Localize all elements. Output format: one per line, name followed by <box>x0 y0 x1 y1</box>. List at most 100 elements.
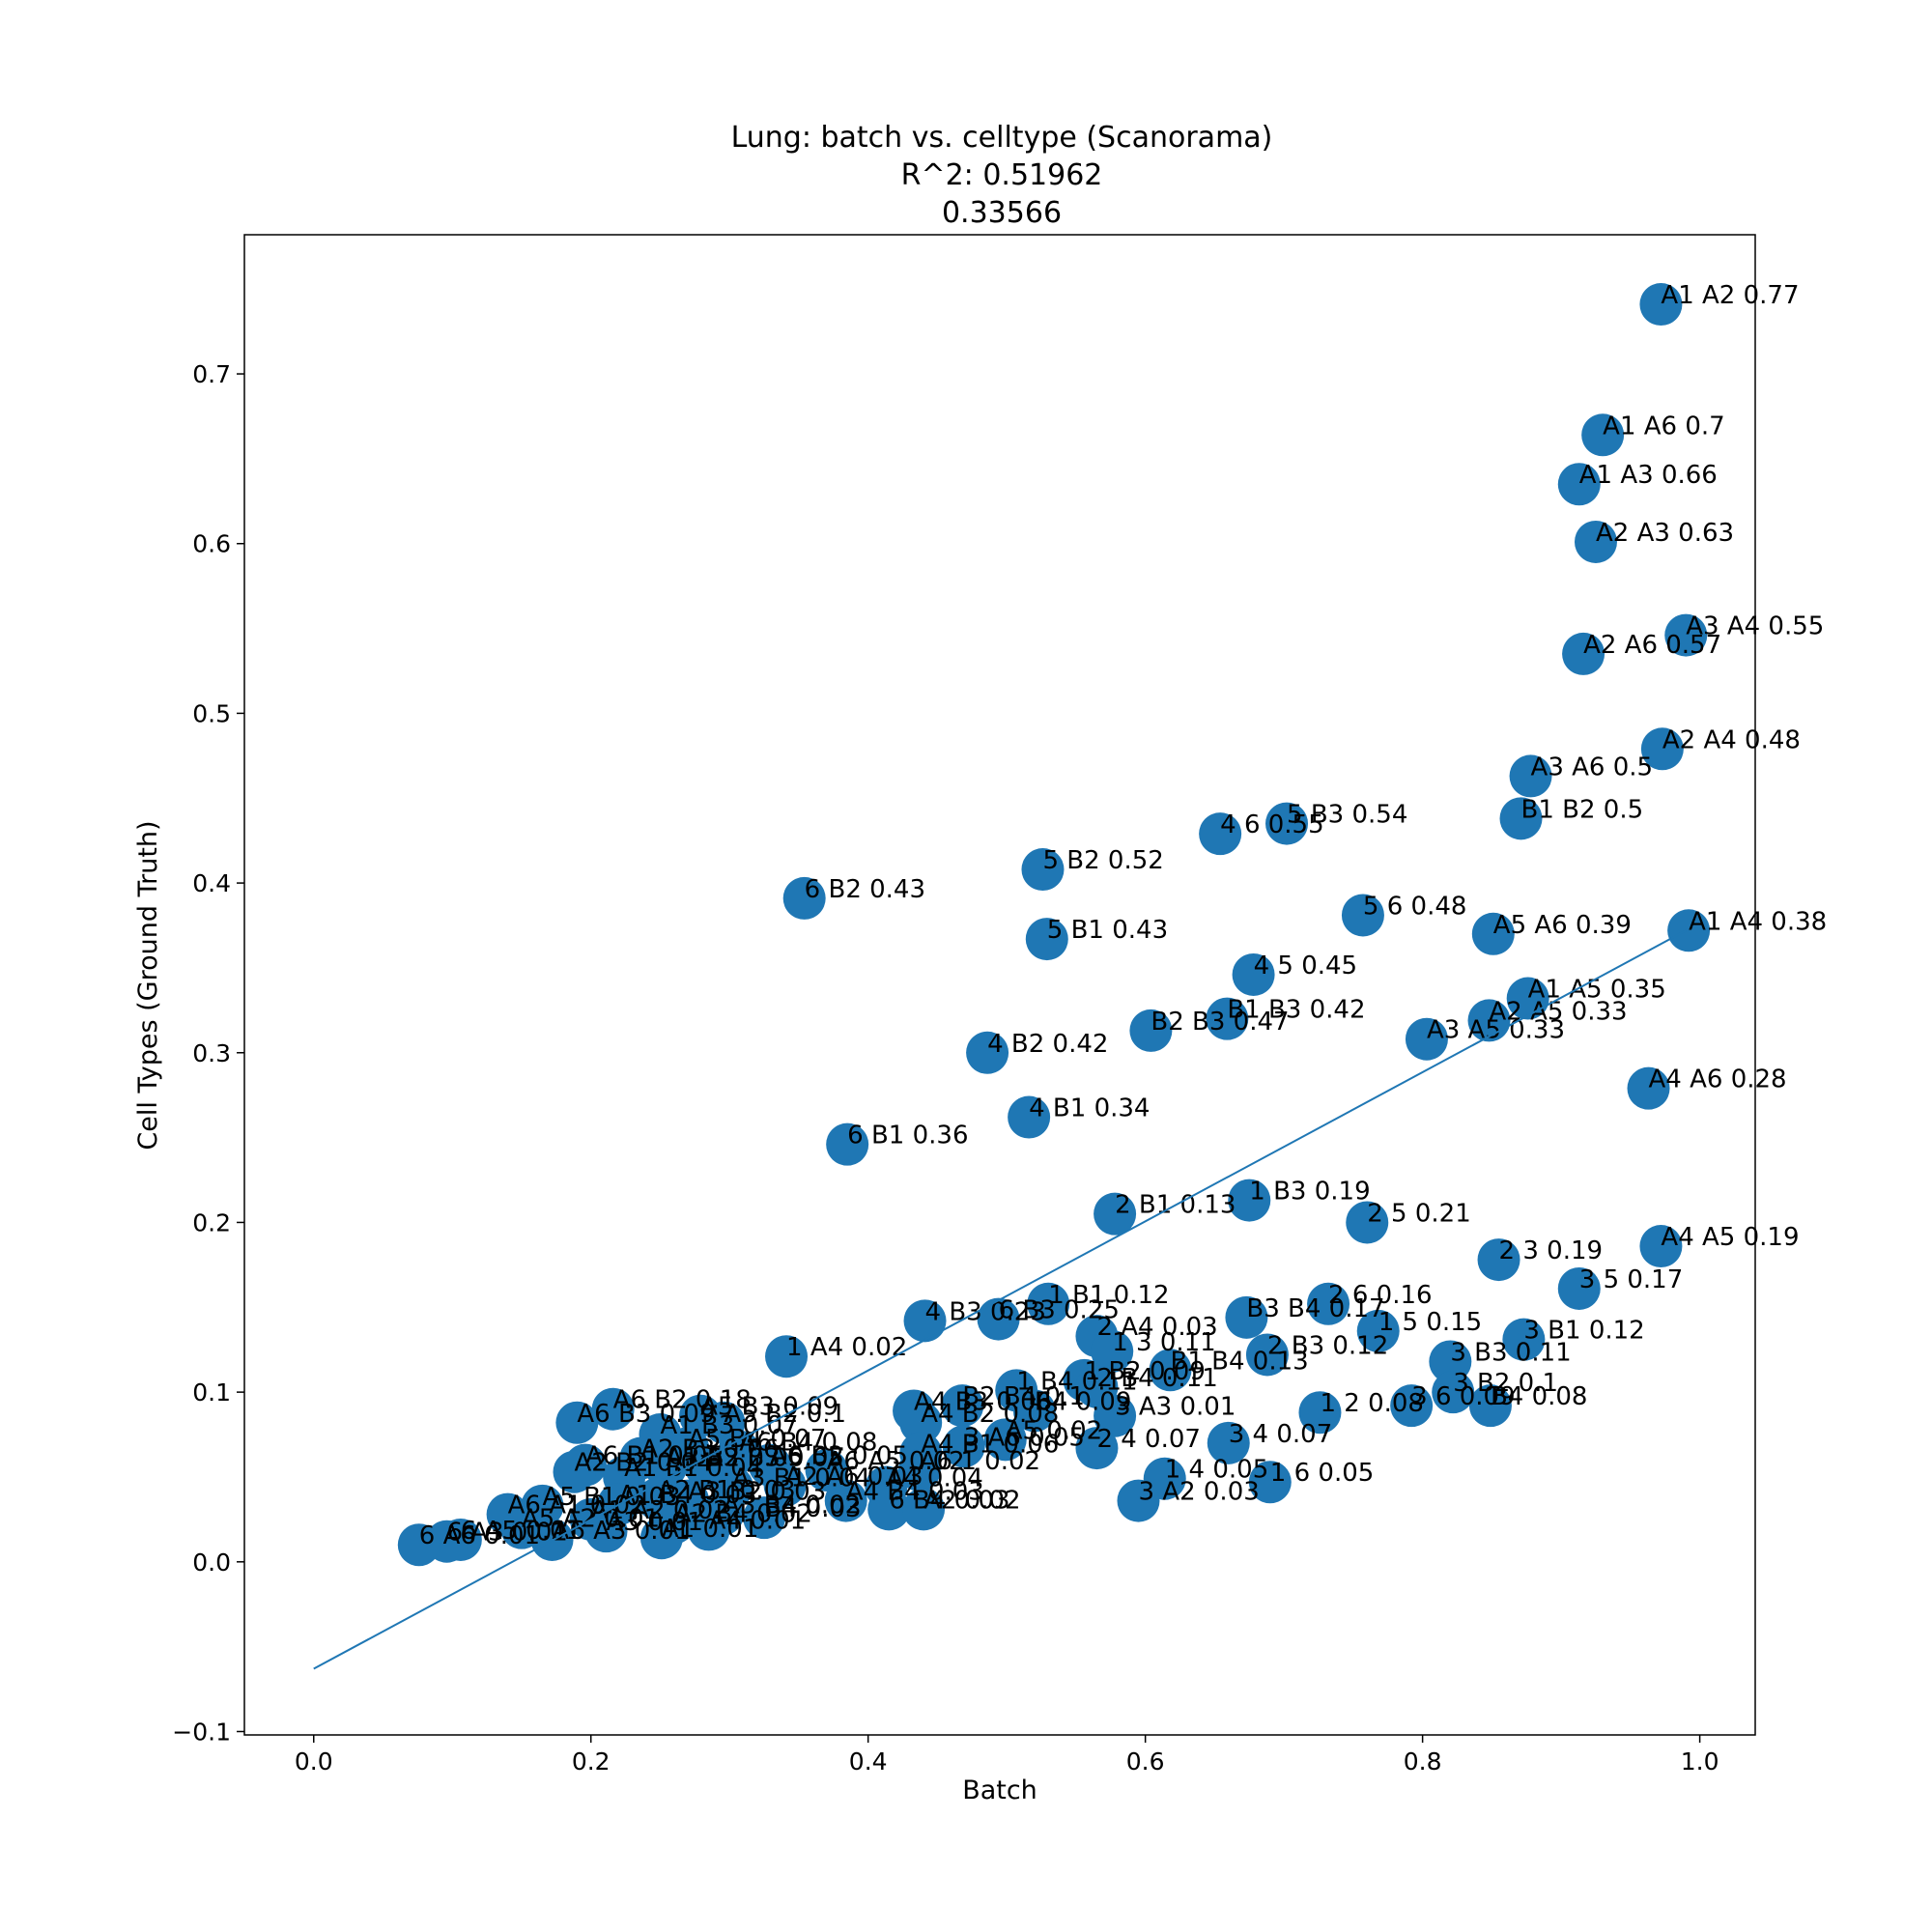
point-label: 1 4 0.05 <box>1165 1456 1269 1485</box>
scatter-point <box>899 1401 943 1444</box>
point-label: A3 A6 0.5 <box>1531 753 1654 781</box>
point-label: 5 B1 0.43 <box>1047 916 1168 945</box>
point-label: A2 B2 0.04 <box>574 1449 712 1478</box>
scatter-point <box>903 1299 947 1343</box>
point-label: 1 2 0.08 <box>1320 1389 1424 1418</box>
point-label: A1 A5 0.35 <box>1528 976 1666 1005</box>
point-label: 2 5 0.21 <box>1367 1199 1471 1228</box>
x-tick-label: 0.4 <box>849 1747 888 1776</box>
point-label: A3 B1 0.04 <box>732 1464 870 1493</box>
scatter-point <box>1228 1179 1271 1222</box>
scatter-point <box>1094 1394 1137 1437</box>
scatter-point <box>397 1523 440 1567</box>
point-label: A1 B1 0.04 <box>624 1454 762 1483</box>
point-label: 4 6 0.55 <box>1220 810 1324 839</box>
y-tick-label: 0.5 <box>192 699 231 727</box>
point-label: 6 B2 0.43 <box>805 875 925 904</box>
point-label: A1 B3 0.07 <box>660 1411 798 1440</box>
scatter-point <box>1468 1384 1512 1428</box>
x-tick-label: 1.0 <box>1681 1747 1719 1776</box>
point-label: A2 B4 0.02 <box>674 1499 812 1528</box>
point-label: A3 B3 0.05 <box>706 1443 844 1472</box>
scatter-point <box>1207 1421 1250 1464</box>
point-label: 2 4 0.07 <box>1096 1425 1201 1454</box>
point-label: 6 B3 0.25 <box>999 1296 1120 1325</box>
point-label: 1 B1 0.12 <box>1048 1281 1169 1310</box>
point-label: A2 A6 0.57 <box>1583 631 1721 660</box>
point-label: A1 A2 0.77 <box>1661 281 1799 310</box>
point-label: A3 A5 0.33 <box>1427 1016 1565 1045</box>
y-axis-label: Cell Types (Ground Truth) <box>133 820 163 1150</box>
point-label: A6 B3 0.09 <box>577 1400 715 1429</box>
scatter-point <box>639 1517 683 1560</box>
scatter-point <box>824 1479 867 1522</box>
point-label: 1 B3 0.19 <box>1249 1178 1370 1207</box>
scatter-point <box>1206 997 1249 1040</box>
scatter-point <box>1199 812 1242 856</box>
point-label: 1 B2 0.09 <box>1085 1357 1206 1386</box>
point-label: A6 1 0.02 <box>920 1447 1040 1476</box>
point-label: 2 B4 0.11 <box>1096 1364 1217 1393</box>
scatter-point <box>1307 1282 1350 1325</box>
point-label: 2 6 0.16 <box>1328 1281 1433 1310</box>
point-label: A6 B2 0.18 <box>613 1386 752 1415</box>
point-label: 3 A6 0.05 <box>964 1423 1085 1452</box>
scatter-point <box>983 1418 1027 1462</box>
scatter-point <box>1664 613 1708 657</box>
scatter-point <box>644 1445 688 1489</box>
y-tick-label: 0.7 <box>192 360 231 388</box>
point-label: A2 A4 0.48 <box>1662 725 1801 754</box>
point-label: 1 3 0.11 <box>1112 1328 1216 1357</box>
scatter-point <box>1471 912 1515 955</box>
y-tick-label: −0.1 <box>172 1718 231 1746</box>
scatter-point <box>1502 1318 1546 1361</box>
scatter-point <box>1581 413 1625 457</box>
point-label: A4 A6 0.28 <box>1649 1065 1787 1094</box>
scatter-point <box>1574 520 1617 563</box>
point-label: A2 A5 0.33 <box>1490 997 1628 1026</box>
point-label: 5 6 0.48 <box>1363 892 1467 921</box>
scatter-point <box>966 1031 1009 1074</box>
point-label: A4 0.04 <box>886 1464 982 1493</box>
point-label: 4 B1 0.34 <box>1029 1094 1150 1123</box>
point-label: 1 A4 0.02 <box>786 1333 907 1362</box>
point-label: A4 0.01 <box>709 1506 806 1535</box>
chart-title: Lung: batch vs. celltype (Scanorama) R^2… <box>731 121 1273 230</box>
scatter-point <box>1094 1192 1137 1236</box>
x-tick-label: 0.6 <box>1126 1747 1165 1776</box>
scatter-point <box>1232 952 1275 996</box>
point-label: A4 A5 0.19 <box>1661 1223 1799 1252</box>
point-label: B3 B4 0.17 <box>1246 1294 1384 1323</box>
scatter-point <box>941 1384 984 1428</box>
point-label: 3 5 0.17 <box>1579 1265 1684 1294</box>
scatter-point <box>1346 1201 1389 1244</box>
scatter-point <box>1557 1266 1601 1310</box>
point-label: 3 B3 0.11 <box>1450 1339 1571 1368</box>
scatter-point <box>1627 1066 1670 1110</box>
point-label: A3 0.01 <box>606 1508 702 1537</box>
scatter-point <box>1075 1427 1119 1470</box>
point-label: A1 A2 0.02 <box>591 1496 729 1525</box>
scatter-point <box>1129 1009 1173 1052</box>
point-label: 6 A6 0.01 <box>419 1521 540 1550</box>
scatter-point <box>902 1488 946 1531</box>
scatter-point <box>897 1448 941 1492</box>
point-label: A1 A6 0.7 <box>1603 412 1725 440</box>
x-axis-label: Batch <box>962 1776 1037 1805</box>
point-label: 3 B2 0.1 <box>1453 1369 1558 1398</box>
point-label: A5 B2 0.1 <box>724 1400 846 1429</box>
point-label: 1 B4 0.11 <box>1016 1367 1137 1396</box>
scatter-point <box>1640 727 1684 771</box>
chart-title-line-2: R^2: 0.51962 <box>901 158 1103 192</box>
point-label: 3 6 0.09 <box>1411 1382 1516 1411</box>
y-tick-label: 0.4 <box>192 869 231 897</box>
scatter-point <box>584 1510 628 1553</box>
scatter-point <box>765 1335 809 1378</box>
y-tick-label: 0.6 <box>192 530 231 558</box>
point-label: A5 B1 0.03 <box>542 1483 680 1512</box>
scatter-point <box>1405 1017 1448 1061</box>
point-label: A4 B3 0.06 <box>914 1387 1052 1416</box>
scatter-point <box>1091 1329 1134 1373</box>
point-label: A1 A3 0.66 <box>1579 461 1718 490</box>
